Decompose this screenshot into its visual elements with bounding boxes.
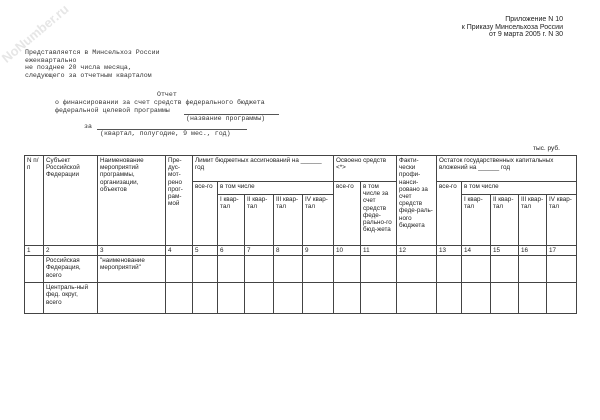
cell[interactable] [436, 255, 463, 284]
column-number: 15 [490, 244, 520, 257]
mastered-total: все-го [333, 181, 362, 246]
limit-q1: I квар-тал [217, 194, 245, 246]
cell[interactable] [396, 255, 438, 284]
cell[interactable] [518, 255, 548, 284]
remainder-incl: в том числе [461, 181, 578, 195]
cell-name[interactable]: "наименование мероприятий" [97, 255, 166, 284]
cell[interactable] [24, 282, 44, 315]
note-line: следующего за отчетным кварталом [25, 71, 152, 79]
cell[interactable] [461, 255, 492, 284]
header-planned: Пре-дус-мот-рено прог-рам-мой [165, 155, 193, 246]
period-blank[interactable] [97, 129, 247, 130]
column-number: 13 [436, 244, 463, 257]
appendix-header: Приложение N 10 к Приказу Минсельхоза Ро… [462, 16, 563, 39]
column-number: 4 [165, 244, 193, 257]
column-number: 6 [217, 244, 245, 257]
column-number: 7 [244, 244, 274, 257]
cell[interactable] [24, 255, 44, 284]
note-line: не позднее 20 числа месяца, [25, 64, 132, 72]
appendix-line: от 9 марта 2005 г. N 30 [488, 31, 563, 39]
cell[interactable] [490, 282, 520, 315]
column-number: 2 [43, 244, 98, 257]
table-row: Централь-ный фед. округ, всего [24, 282, 578, 315]
report-line2: федеральной целевой программы [55, 107, 170, 114]
cell[interactable] [360, 282, 398, 315]
note-line: Представляется в Минсельхоз России [25, 49, 160, 56]
column-number: 11 [360, 244, 398, 257]
column-number: 9 [301, 244, 335, 257]
header-mastered: Освоено средств <*> [333, 155, 398, 182]
remainder-q2: II квар-тал [490, 194, 520, 246]
cell[interactable] [244, 255, 274, 284]
za-label: за [84, 123, 92, 130]
column-number: 3 [97, 244, 166, 257]
remainder-q1: I квар-тал [461, 194, 492, 246]
note-line: ежеквартально [25, 56, 77, 64]
limit-q3: III квар-тал [273, 194, 303, 246]
unit-label: тыс. руб. [533, 145, 560, 152]
cell[interactable] [217, 255, 245, 284]
remainder-total: все-го [436, 181, 463, 246]
appendix-line: Приложение N 10 [505, 16, 563, 23]
column-number: 1 [24, 244, 44, 257]
header-subject: Субъект Российской Федерации [43, 155, 98, 246]
appendix-line: к Приказу Минсельхоза России [461, 23, 563, 31]
cell[interactable] [546, 255, 578, 284]
cell[interactable] [518, 282, 548, 315]
cell[interactable] [165, 282, 193, 315]
program-name-blank[interactable] [184, 114, 279, 115]
period-hint: (квартал, полугодие, 9 мес., год) [100, 130, 231, 137]
cell[interactable] [217, 282, 245, 315]
header-remainder: Остаток государственных капитальных влож… [436, 155, 578, 182]
cell[interactable] [273, 255, 303, 284]
cell[interactable] [192, 255, 218, 284]
column-number: 16 [518, 244, 548, 257]
mastered-incl-fed: в том числе за счет средств феде-рально-… [360, 181, 398, 246]
header-num: N п/п [24, 155, 44, 246]
report-title: Отчет [157, 91, 177, 98]
cell[interactable] [333, 255, 362, 284]
cell[interactable] [273, 282, 303, 315]
limit-incl: в том числе [216, 181, 335, 195]
cell[interactable] [244, 282, 274, 315]
column-number: 5 [192, 244, 218, 257]
cell[interactable] [396, 282, 438, 315]
table-row: Российская Федерация, всего "наименовани… [24, 255, 578, 284]
header-actual: Факти-чески профи-нанси-ровано за счет с… [396, 155, 438, 246]
program-hint: (название программы) [186, 115, 266, 122]
cell-subject[interactable]: Централь-ный фед. округ, всего [43, 282, 98, 315]
header-name: Наименование мероприятий программы, орга… [97, 155, 166, 246]
remainder-q3: III квар-тал [518, 194, 548, 246]
cell[interactable] [301, 282, 335, 315]
cell[interactable] [546, 282, 578, 315]
cell[interactable] [360, 255, 398, 284]
limit-total: все-го [192, 181, 218, 246]
column-number-row: 1 2 3 4 5 6 7 8 9 10 11 12 13 14 15 16 17 [24, 244, 578, 257]
cell-name[interactable] [97, 282, 166, 315]
cell[interactable] [192, 282, 218, 315]
cell[interactable] [165, 255, 193, 284]
limit-q4: IV квар-тал [301, 194, 335, 246]
column-number: 14 [461, 244, 492, 257]
column-number: 17 [546, 244, 578, 257]
column-number: 8 [273, 244, 303, 257]
cell[interactable] [301, 255, 335, 284]
report-line1: о финансировании за счет средств федерал… [55, 99, 265, 106]
cell[interactable] [490, 255, 520, 284]
column-number: 10 [333, 244, 362, 257]
header-limit: Лимит бюджетных ассигнований на ______ г… [191, 155, 335, 182]
cell[interactable] [333, 282, 362, 315]
cell-subject[interactable]: Российская Федерация, всего [43, 255, 98, 284]
column-number: 12 [396, 244, 438, 257]
remainder-q4: IV квар-тал [546, 194, 578, 246]
limit-q2: II квар-тал [244, 194, 274, 246]
submission-note: Представляется в Минсельхоз России ежеква… [25, 49, 160, 79]
cell[interactable] [436, 282, 463, 315]
cell[interactable] [461, 282, 492, 315]
report-table: N п/п Субъект Российской Федерации Наиме… [24, 155, 578, 315]
